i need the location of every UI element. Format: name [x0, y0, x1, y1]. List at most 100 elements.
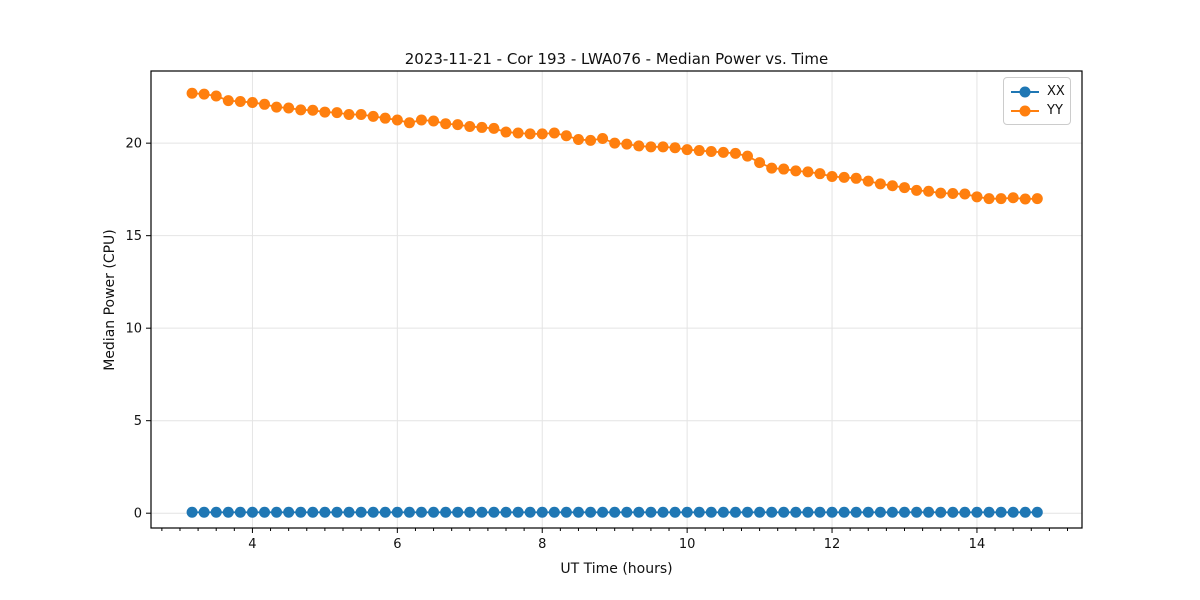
- data-point: [222, 506, 234, 518]
- data-point: [548, 506, 560, 518]
- data-point: [415, 114, 427, 126]
- data-point: [585, 134, 597, 146]
- data-point: [319, 106, 331, 118]
- data-point: [923, 185, 935, 197]
- data-point: [826, 506, 838, 518]
- data-point: [464, 506, 476, 518]
- data-point: [669, 142, 681, 154]
- data-point: [669, 506, 681, 518]
- data-point: [947, 187, 959, 199]
- data-point: [198, 88, 210, 100]
- data-point: [391, 506, 403, 518]
- data-point: [621, 506, 633, 518]
- data-point: [283, 506, 295, 518]
- data-point: [488, 506, 500, 518]
- data-point: [681, 506, 693, 518]
- data-point: [307, 104, 319, 116]
- data-point: [331, 107, 343, 119]
- data-point: [585, 506, 597, 518]
- data-point: [657, 506, 669, 518]
- data-point: [210, 506, 222, 518]
- data-point: [645, 506, 657, 518]
- data-point: [512, 127, 524, 139]
- data-point: [790, 165, 802, 177]
- data-point: [693, 145, 705, 157]
- y-tick-label: 20: [125, 137, 142, 152]
- data-point: [850, 172, 862, 184]
- x-tick-label: 12: [824, 537, 841, 552]
- data-point: [234, 96, 246, 108]
- data-point: [1031, 193, 1043, 205]
- data-point: [886, 180, 898, 192]
- data-point: [500, 126, 512, 138]
- data-point: [536, 506, 548, 518]
- data-point: [428, 506, 440, 518]
- y-axis-label: Median Power (CPU): [102, 229, 118, 371]
- data-point: [464, 121, 476, 133]
- data-point: [222, 95, 234, 107]
- data-point: [500, 506, 512, 518]
- data-point: [488, 122, 500, 134]
- data-point: [609, 506, 621, 518]
- axis-ticks: [146, 142, 1069, 533]
- series-yy: [186, 87, 1043, 205]
- data-point: [1031, 506, 1043, 518]
- x-axis-label: UT Time (hours): [560, 561, 673, 577]
- data-point: [886, 506, 898, 518]
- x-tick-label: 10: [679, 537, 696, 552]
- data-point: [246, 96, 258, 108]
- data-point: [259, 506, 271, 518]
- data-point: [971, 191, 983, 203]
- data-point: [186, 87, 198, 99]
- data-point: [440, 118, 452, 130]
- data-point: [379, 506, 391, 518]
- data-point: [983, 506, 995, 518]
- data-point: [307, 506, 319, 518]
- data-point: [295, 104, 307, 116]
- data-point: [379, 112, 391, 124]
- data-point: [935, 506, 947, 518]
- data-point: [971, 506, 983, 518]
- data-point: [536, 128, 548, 140]
- data-point: [524, 128, 536, 140]
- legend-label: YY: [1047, 103, 1063, 118]
- data-point: [995, 506, 1007, 518]
- plot-border: [150, 70, 1083, 529]
- x-tick-label: 14: [969, 537, 986, 552]
- data-point: [778, 506, 790, 518]
- data-point: [403, 506, 415, 518]
- y-tick-label: 0: [134, 507, 142, 522]
- data-point: [790, 506, 802, 518]
- legend-item-yy: YY: [1011, 102, 1063, 120]
- data-point: [1019, 193, 1031, 205]
- data-point: [572, 506, 584, 518]
- data-point: [271, 101, 283, 113]
- data-point: [331, 506, 343, 518]
- series-xx: [186, 506, 1043, 518]
- data-point: [440, 506, 452, 518]
- data-point: [452, 119, 464, 131]
- data-point: [717, 506, 729, 518]
- data-point: [741, 150, 753, 162]
- data-point: [898, 182, 910, 194]
- y-tick-label: 10: [125, 322, 142, 337]
- data-point: [633, 506, 645, 518]
- data-point: [983, 193, 995, 205]
- data-point: [476, 121, 488, 133]
- data-point: [234, 506, 246, 518]
- data-point: [343, 506, 355, 518]
- data-point: [754, 157, 766, 169]
- data-point: [391, 114, 403, 126]
- data-point: [355, 506, 367, 518]
- data-point: [560, 506, 572, 518]
- chart-title: 2023-11-21 - Cor 193 - LWA076 - Median P…: [404, 50, 829, 68]
- data-point: [911, 184, 923, 196]
- data-point: [512, 506, 524, 518]
- data-point: [259, 98, 271, 110]
- data-point: [705, 145, 717, 157]
- data-point: [633, 140, 645, 152]
- data-point: [681, 144, 693, 156]
- data-point: [609, 137, 621, 149]
- data-point: [1019, 506, 1031, 518]
